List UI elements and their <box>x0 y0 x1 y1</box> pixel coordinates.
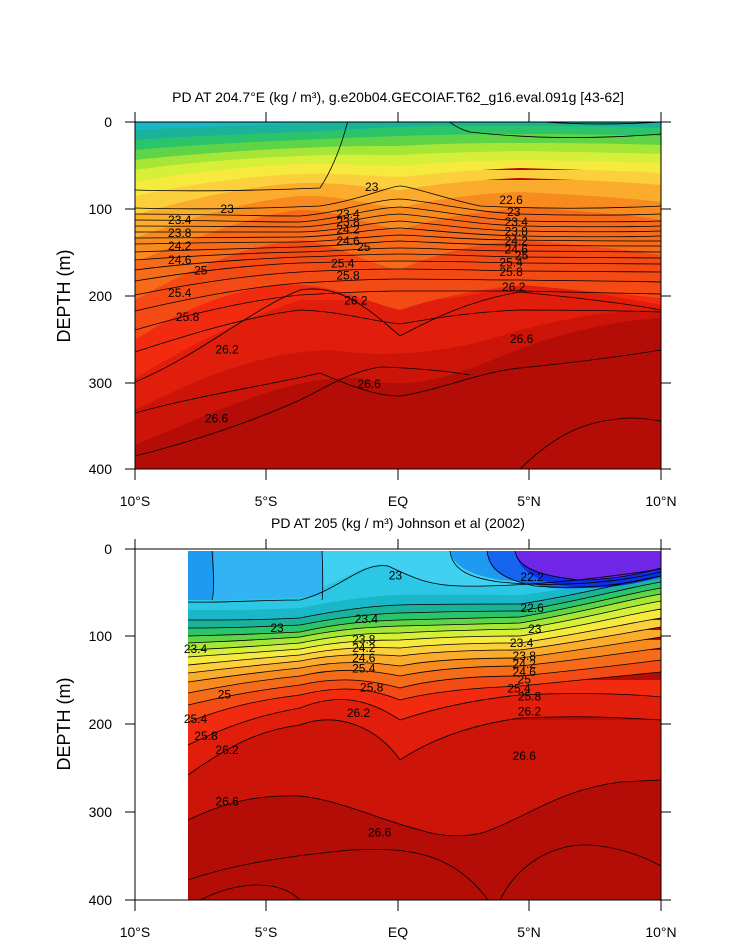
contour-fill-top <box>135 122 661 469</box>
contour-label: 23.4 <box>336 207 360 221</box>
contour-label: 26.2 <box>344 294 368 308</box>
x-tick-label: 10°S <box>120 924 151 940</box>
contour-label: 24.6 <box>336 234 360 248</box>
contour-label: 24.2 <box>336 223 360 237</box>
y-tick-label: 200 <box>89 288 113 304</box>
contour-label: 24.2 <box>513 657 537 671</box>
x-tick-label: EQ <box>388 924 408 940</box>
contour-label: 26.2 <box>518 704 542 718</box>
chart-title-bottom: PD AT 205 (kg / m³) Johnson et al (2002) <box>271 515 525 531</box>
chart-title-top: PD AT 204.7°E (kg / m³), g.e20b04.GECOIA… <box>172 89 624 105</box>
contour-label: 23.4 <box>505 215 529 229</box>
contour-label: 25.8 <box>336 269 360 283</box>
contour-label: 23.4 <box>184 642 208 656</box>
y-tick-label: 200 <box>89 716 113 732</box>
x-tick-labels-bottom: 10°S 5°S EQ 5°N 10°N <box>120 924 677 940</box>
x-tick-label: EQ <box>388 493 408 509</box>
contour-label: 26.6 <box>513 749 537 763</box>
contour-label: 23 <box>507 205 521 219</box>
contour-label: 26.6 <box>368 825 392 839</box>
y-tick-label: 300 <box>89 375 113 391</box>
x-tick-labels-top: 10°S 5°S EQ 5°N 10°N <box>120 493 677 509</box>
contour-label: 25.4 <box>507 682 531 696</box>
contour-label: 25.8 <box>518 689 542 703</box>
contour-lines-bottom <box>188 551 661 900</box>
contour-label: 23 <box>365 180 379 194</box>
contour-label: 23.8 <box>505 224 529 238</box>
contour-label: 24.6 <box>352 651 376 665</box>
x-tick-label: 5°S <box>255 493 278 509</box>
contour-labels-bottom: 2323.42525.425.826.226.622.22323.423.824… <box>184 568 544 839</box>
y-axis-label-top: DEPTH (m) <box>54 250 74 343</box>
y-axis-label-bottom: DEPTH (m) <box>54 678 74 771</box>
contour-label: 26.2 <box>347 706 371 720</box>
contour-label: 24.6 <box>513 665 537 679</box>
contour-label: 25 <box>515 249 529 263</box>
contour-label: 25.8 <box>176 310 200 324</box>
y-tick-label: 0 <box>104 541 112 557</box>
ticks-bottom <box>125 539 671 911</box>
contour-label: 25 <box>194 263 208 277</box>
x-tick-label: 10°N <box>645 493 676 509</box>
contour-label: 25.4 <box>184 712 208 726</box>
y-tick-label: 400 <box>89 461 113 477</box>
panel-bottom: PD AT 205 (kg / m³) Johnson et al (2002) <box>54 515 677 940</box>
contour-label: 25.8 <box>499 265 523 279</box>
y-tick-label: 0 <box>104 114 112 130</box>
contour-label: 23.8 <box>336 215 360 229</box>
contour-label: 23 <box>270 621 284 635</box>
contour-label: 22.6 <box>520 601 544 615</box>
contour-label: 25 <box>218 688 232 702</box>
contour-label: 24.2 <box>168 239 192 253</box>
contour-label: 24.2 <box>505 234 529 248</box>
contour-label: 24.2 <box>352 641 376 655</box>
y-tick-labels-top: 0 100 200 300 400 <box>89 114 113 477</box>
x-tick-label: 5°N <box>517 924 541 940</box>
contour-lines-top <box>135 122 661 469</box>
contour-label: 25 <box>518 673 532 687</box>
contour-label: 26.6 <box>357 377 381 391</box>
contour-labels-top: 2323.423.824.224.62525.425.826.226.62323… <box>168 180 534 426</box>
contour-label: 25 <box>357 240 371 254</box>
contour-label: 25.4 <box>499 256 523 270</box>
contour-label: 23 <box>389 568 403 582</box>
y-tick-label: 400 <box>89 892 113 908</box>
contour-label: 25.8 <box>360 681 384 695</box>
contour-label: 23.8 <box>168 226 192 240</box>
contour-label: 25.8 <box>194 729 218 743</box>
contour-label: 23 <box>220 202 234 216</box>
x-tick-label: 10°N <box>645 924 676 940</box>
contour-label: 26.6 <box>510 332 534 346</box>
contour-label: 26.2 <box>215 342 239 356</box>
x-tick-label: 10°S <box>120 493 151 509</box>
y-tick-label: 100 <box>89 628 113 644</box>
contour-fill-bottom <box>188 551 661 900</box>
contour-label: 24.6 <box>505 243 529 257</box>
x-tick-label: 5°S <box>255 924 278 940</box>
contour-label: 24.6 <box>168 253 192 267</box>
contour-label: 23.4 <box>168 213 192 227</box>
contour-label: 25.4 <box>331 256 355 270</box>
ticks-top <box>125 112 671 480</box>
panel-top: PD AT 204.7°E (kg / m³), g.e20b04.GECOIA… <box>54 89 677 509</box>
y-tick-labels-bottom: 0 100 200 300 400 <box>89 541 113 908</box>
contour-label: 23.8 <box>352 632 376 646</box>
contour-label: 23.4 <box>510 636 534 650</box>
contour-label: 26.6 <box>215 795 239 809</box>
contour-label: 22.6 <box>499 193 523 207</box>
contour-label: 26.2 <box>502 280 526 294</box>
contour-label: 23.8 <box>513 649 537 663</box>
contour-label: 26.2 <box>215 743 239 757</box>
x-tick-label: 5°N <box>517 493 541 509</box>
contour-label: 25.4 <box>168 286 192 300</box>
contour-label: 23 <box>528 622 542 636</box>
contour-label: 22.2 <box>520 570 544 584</box>
y-tick-label: 100 <box>89 201 113 217</box>
contour-label: 25.4 <box>352 661 376 675</box>
contour-label: 23.4 <box>355 612 379 626</box>
y-tick-label: 300 <box>89 804 113 820</box>
contour-label: 26.6 <box>205 412 229 426</box>
